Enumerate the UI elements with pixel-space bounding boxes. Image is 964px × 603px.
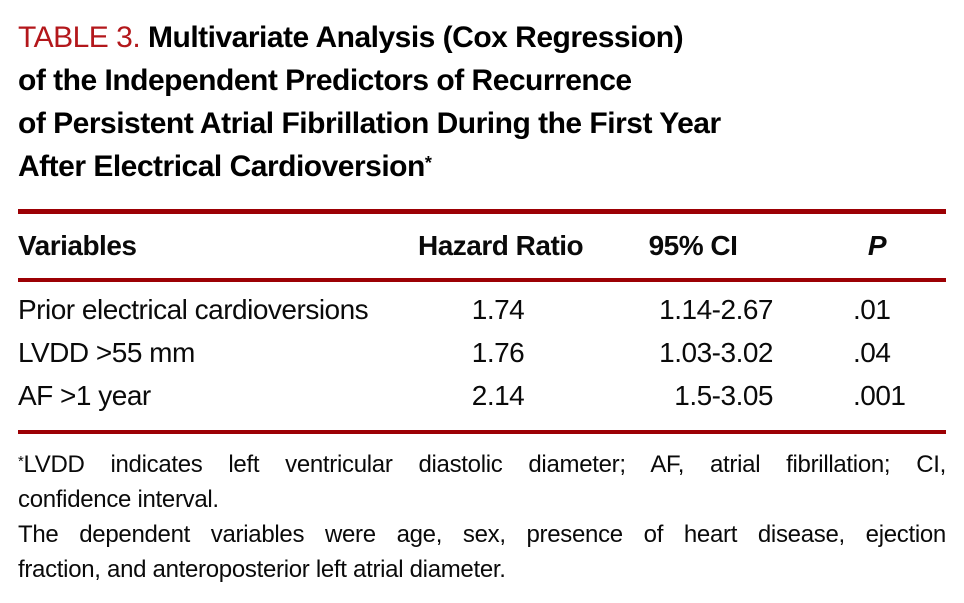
title-line-2: of the Independent Predictors of Recurre… — [18, 64, 632, 97]
cell-p: .001 — [853, 379, 906, 411]
footnote-abbrev-line-1: *LVDD indicates left ventricular diastol… — [18, 447, 946, 482]
cell-variable: AF >1 year — [18, 379, 151, 411]
title-label: TABLE 3. — [18, 21, 141, 54]
title-line-4-text: After Electrical Cardioversion — [18, 150, 425, 183]
page: TABLE 3. Multivariate Analysis (Cox Regr… — [18, 16, 946, 587]
header-hazard-ratio: Hazard Ratio — [418, 230, 584, 261]
title-line-3: of Persistent Atrial Fibrillation During… — [18, 107, 721, 140]
footnote-marker: * — [18, 454, 24, 470]
cell-variable: Prior electrical cardioversions — [18, 293, 369, 325]
rule-mid — [18, 278, 946, 282]
cell-hazard-ratio: 1.74 — [471, 293, 525, 325]
cell-variable: LVDD >55 mm — [18, 336, 195, 368]
footnote-abbrev-text: LVDD indicates left ventricular diastoli… — [23, 451, 947, 478]
cell-hazard-ratio: 1.76 — [471, 336, 525, 368]
footnote-dependent-line-2: fraction, and anteroposterior left atria… — [18, 556, 506, 583]
table-body: Prior electrical cardioversions 1.74 1.1… — [18, 288, 946, 417]
footnotes: *LVDD indicates left ventricular diastol… — [18, 447, 946, 587]
cell-p: .01 — [853, 293, 891, 325]
footnote-abbrev-line-2: confidence interval. — [18, 486, 219, 513]
cell-ci: 1.14-2.67 — [659, 293, 773, 325]
cell-ci: 1.03-3.02 — [659, 336, 773, 368]
table-row: AF >1 year 2.14 1.5-3.05 .001 — [18, 374, 946, 417]
rule-bottom — [18, 430, 946, 434]
header-ci: 95% CI — [648, 230, 738, 261]
header-variables: Variables — [18, 230, 137, 261]
footnote-dependent-line-1: The dependent variables were age, sex, p… — [18, 521, 946, 548]
cell-ci: 1.5-3.05 — [674, 379, 773, 411]
cell-hazard-ratio: 2.14 — [471, 379, 525, 411]
header-row: Variables Hazard Ratio 95% CI P — [18, 214, 946, 278]
table-row: LVDD >55 mm 1.76 1.03-3.02 .04 — [18, 331, 946, 374]
header-p: P — [867, 230, 887, 261]
title-line-4: After Electrical Cardioversion* — [18, 145, 946, 188]
cell-p: .04 — [853, 336, 891, 368]
footnote-dependent-variables: The dependent variables were age, sex, p… — [18, 517, 946, 587]
footnote-abbreviations: *LVDD indicates left ventricular diastol… — [18, 447, 946, 517]
table-title: TABLE 3. Multivariate Analysis (Cox Regr… — [18, 16, 946, 188]
rule-top — [18, 209, 946, 214]
title-footnote-asterisk: * — [424, 153, 432, 173]
table-row: Prior electrical cardioversions 1.74 1.1… — [18, 288, 946, 331]
title-line-1: TABLE 3. Multivariate Analysis (Cox Regr… — [18, 16, 946, 59]
title-line-1-text: Multivariate Analysis (Cox Regression) — [148, 21, 684, 54]
